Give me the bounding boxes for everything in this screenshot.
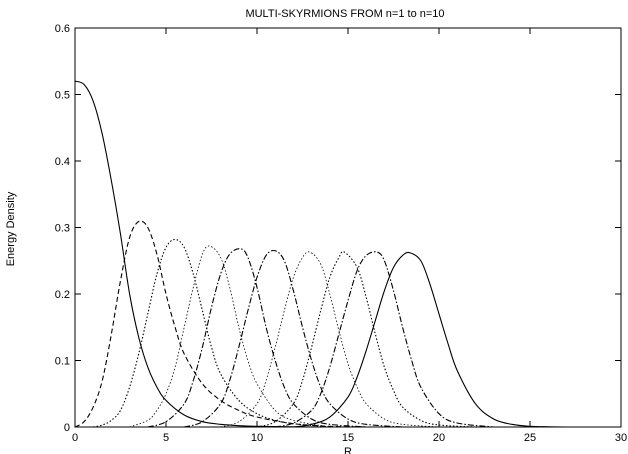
- y-tick-label: 0.6: [55, 23, 70, 35]
- series-line-2: [74, 220, 367, 428]
- series-line-7: [220, 251, 440, 428]
- x-tick-label: 0: [72, 432, 78, 444]
- series-line-10: [293, 251, 567, 428]
- y-axis-label: Energy Density: [5, 191, 17, 266]
- series-line-4: [129, 245, 330, 428]
- y-tick-label: 0.1: [55, 356, 70, 368]
- axis-ticks: 0 5 10 15 20 25 30 0 0.1 0.2 0.3 0.4 0.5 0.6: [55, 23, 627, 444]
- series-group: [74, 80, 567, 428]
- x-tick-label: 10: [251, 432, 263, 444]
- plot-frame: [74, 27, 622, 428]
- x-axis-label: R: [344, 446, 352, 454]
- series-line-8: [256, 251, 476, 428]
- y-tick-label: 0.2: [55, 289, 70, 301]
- series-line-9: [275, 251, 494, 428]
- y-tick-label: 0.5: [55, 90, 70, 102]
- y-tick-label: 0: [64, 422, 70, 434]
- series-line-3: [93, 238, 330, 428]
- x-tick-label: 15: [342, 432, 354, 444]
- series-line-1: [74, 80, 330, 428]
- y-tick-label: 0.4: [55, 156, 70, 168]
- x-tick-label: 5: [163, 432, 169, 444]
- x-tick-label: 20: [433, 432, 445, 444]
- x-tick-label: 25: [524, 432, 536, 444]
- chart-title: MULTI-SKYRMIONS FROM n=1 to n=10: [245, 8, 444, 20]
- y-tick-label: 0.3: [55, 223, 70, 235]
- x-tick-label: 30: [615, 432, 627, 444]
- series-line-5: [147, 248, 367, 428]
